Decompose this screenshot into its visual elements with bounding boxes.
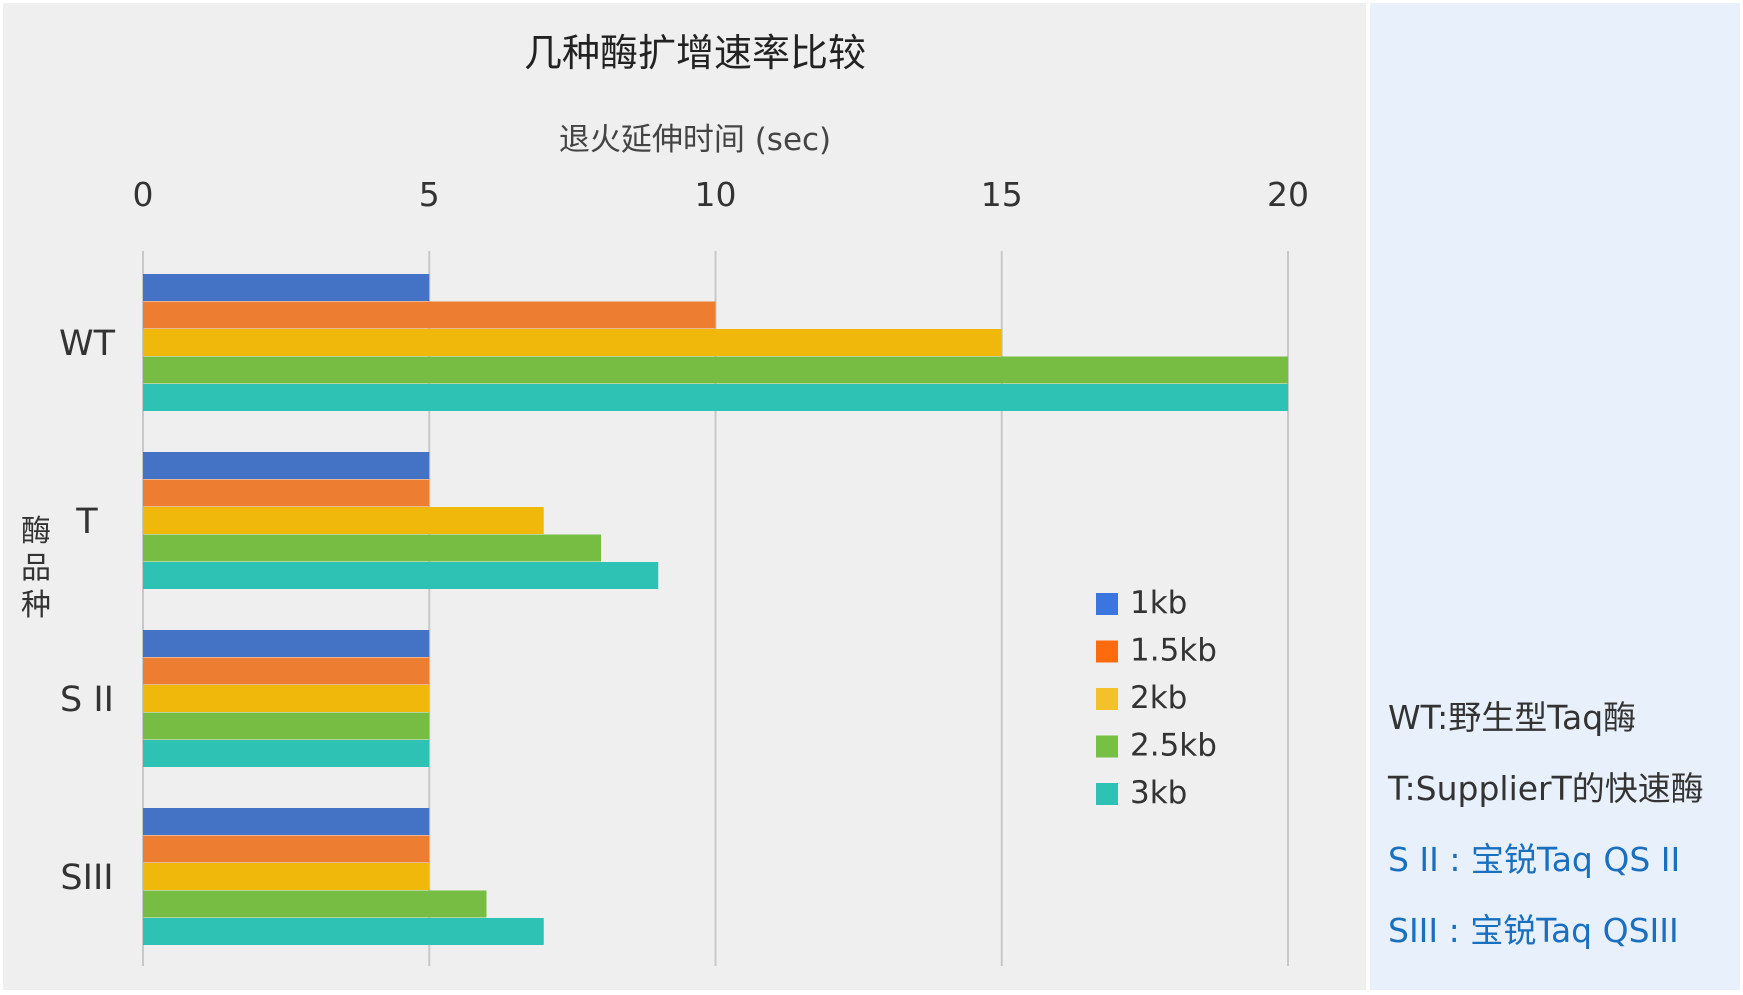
bar bbox=[143, 534, 601, 562]
x-tick-label: 15 bbox=[981, 175, 1023, 214]
legend-swatch bbox=[1096, 783, 1118, 805]
bar bbox=[143, 712, 430, 740]
x-tick-label: 5 bbox=[419, 175, 440, 214]
x-tick-labels: 0 5 10 15 20 bbox=[133, 175, 1310, 214]
bars bbox=[143, 274, 1288, 945]
bar bbox=[143, 740, 430, 767]
category-label: WT bbox=[59, 324, 116, 364]
bar bbox=[143, 808, 430, 835]
bar bbox=[143, 301, 716, 329]
bar bbox=[143, 630, 430, 657]
x-tick-label: 10 bbox=[695, 175, 737, 214]
legend-label: 3kb bbox=[1130, 775, 1187, 811]
legend: 1kb 1.5kb 2kb 2.5kb 3kb bbox=[1096, 585, 1217, 811]
category-label: S II bbox=[60, 680, 114, 720]
y-axis-label: 酶品种 bbox=[21, 514, 51, 623]
bar bbox=[143, 479, 430, 507]
category-labels: WT T S II SIII bbox=[59, 324, 116, 898]
bar bbox=[143, 507, 544, 534]
legend-label: 1.5kb bbox=[1130, 633, 1217, 669]
legend-swatch bbox=[1096, 593, 1118, 615]
bar bbox=[143, 685, 430, 712]
legend-label: 1kb bbox=[1130, 585, 1187, 621]
bar bbox=[143, 452, 430, 479]
chart-title: 几种酶扩增速率比较 bbox=[524, 31, 866, 75]
legend-swatch bbox=[1096, 640, 1118, 663]
legend-swatch bbox=[1096, 735, 1118, 758]
bar bbox=[143, 835, 430, 863]
bar bbox=[143, 356, 1288, 384]
chart-panel: 几种酶扩增速率比较 退火延伸时间 (sec) 酶品种 0 5 10 15 20 WT T S… bbox=[3, 3, 1366, 990]
y-axis-label-char: 品 bbox=[21, 551, 51, 586]
bar bbox=[143, 274, 430, 301]
bar bbox=[143, 918, 544, 945]
x-axis-label: 退火延伸时间 (sec) bbox=[559, 122, 831, 158]
note-t: T:SupplierT的快速酶 bbox=[1388, 769, 1704, 808]
note-s2: S II : 宝锐Taq QS II bbox=[1388, 840, 1681, 879]
legend-swatch bbox=[1096, 688, 1118, 710]
x-tick-label: 0 bbox=[133, 175, 154, 214]
legend-label: 2kb bbox=[1130, 680, 1187, 716]
bar bbox=[143, 384, 1288, 411]
note-wt: WT:野生型Taq酶 bbox=[1388, 698, 1637, 737]
category-label: SIII bbox=[60, 858, 113, 898]
bar bbox=[143, 657, 430, 685]
bar bbox=[143, 863, 430, 890]
note-s3: SIII : 宝锐Taq QSIII bbox=[1388, 911, 1679, 950]
bar bbox=[143, 329, 1002, 356]
bar-chart: 几种酶扩增速率比较 退火延伸时间 (sec) 酶品种 0 5 10 15 20 WT T S… bbox=[21, 31, 1310, 966]
legend-label: 2.5kb bbox=[1130, 728, 1217, 764]
notes-panel: WT:野生型Taq酶 T:SupplierT的快速酶 S II : 宝锐Taq … bbox=[1370, 3, 1740, 990]
category-label: T bbox=[75, 502, 98, 542]
bar bbox=[143, 562, 659, 589]
x-tick-label: 20 bbox=[1267, 175, 1309, 214]
bar bbox=[143, 890, 487, 918]
y-axis-label-char: 酶 bbox=[21, 514, 51, 549]
y-axis-label-char: 种 bbox=[21, 588, 51, 623]
